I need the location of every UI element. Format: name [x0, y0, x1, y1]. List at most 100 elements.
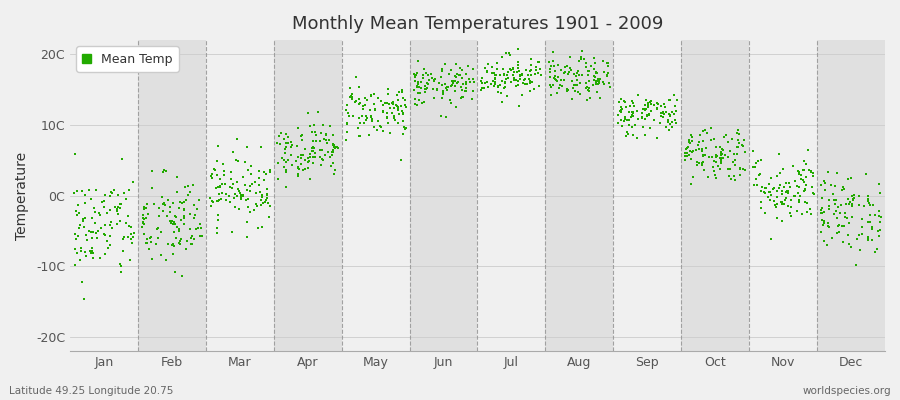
Point [517, 80, 531, 86]
Point [260, 186, 274, 192]
Point [777, 200, 791, 207]
Point [626, 113, 640, 120]
Point [635, 106, 650, 112]
Point [588, 74, 602, 80]
Point [438, 81, 453, 88]
Point [153, 251, 167, 258]
Point [202, 195, 217, 201]
Point [518, 81, 532, 88]
Point [387, 113, 401, 119]
Point [374, 98, 389, 104]
Point [163, 218, 177, 225]
Point [183, 210, 197, 217]
Point [836, 184, 850, 190]
Point [860, 219, 875, 225]
Point [71, 233, 86, 239]
Point [257, 169, 272, 175]
Point [613, 108, 627, 114]
Point [425, 75, 439, 81]
Point [573, 80, 588, 86]
Point [583, 94, 598, 101]
Point [792, 197, 806, 204]
Point [635, 114, 650, 121]
Point [518, 66, 533, 73]
Point [773, 182, 788, 188]
Point [806, 170, 820, 176]
Point [715, 150, 729, 157]
Point [117, 190, 131, 196]
Point [488, 76, 502, 82]
Point [408, 100, 422, 107]
Point [749, 176, 763, 182]
Point [410, 70, 425, 77]
Point [315, 122, 329, 128]
Point [642, 112, 656, 119]
Point [279, 159, 293, 165]
Point [563, 65, 578, 71]
Point [97, 251, 112, 257]
Point [777, 184, 791, 190]
Point [731, 127, 745, 134]
Point [317, 136, 331, 143]
Point [521, 76, 535, 82]
Point [486, 78, 500, 84]
Point [638, 132, 652, 138]
Point [720, 138, 734, 145]
Point [103, 222, 117, 228]
Point [706, 158, 721, 164]
Point [788, 178, 802, 184]
Point [845, 214, 859, 220]
Point [447, 78, 462, 84]
Point [798, 186, 813, 192]
Point [528, 64, 543, 70]
Point [796, 177, 810, 183]
Point [257, 198, 272, 205]
Point [135, 223, 149, 230]
Point [784, 212, 798, 219]
Point [637, 102, 652, 109]
Point [399, 104, 413, 110]
Point [563, 54, 578, 60]
Point [149, 226, 164, 232]
Point [298, 146, 312, 152]
Point [830, 230, 844, 236]
Point [136, 220, 150, 226]
Point [437, 61, 452, 67]
Point [424, 70, 438, 77]
Point [321, 136, 336, 143]
Point [454, 75, 469, 82]
Point [589, 78, 603, 85]
Point [422, 77, 436, 84]
Point [650, 105, 664, 111]
Point [321, 149, 336, 156]
Point [71, 210, 86, 216]
Point [680, 153, 695, 159]
Point [156, 208, 170, 214]
Point [768, 185, 782, 192]
Point [137, 204, 151, 210]
Point [184, 241, 199, 247]
Point [398, 102, 412, 108]
Point [857, 203, 871, 210]
Point [410, 83, 424, 90]
Point [421, 81, 436, 87]
Point [872, 233, 886, 239]
Point [862, 200, 877, 206]
Point [186, 182, 201, 188]
Point [750, 182, 764, 188]
Point [343, 93, 357, 100]
Point [843, 174, 858, 181]
Point [236, 174, 250, 180]
Point [668, 117, 682, 123]
Point [368, 106, 382, 112]
Point [492, 71, 507, 78]
Point [770, 194, 785, 200]
Point [238, 182, 252, 188]
Point [714, 152, 728, 158]
Point [698, 145, 713, 151]
Point [716, 154, 731, 161]
Point [708, 175, 723, 181]
Point [450, 79, 464, 86]
Y-axis label: Temperature: Temperature [15, 152, 29, 240]
Point [319, 136, 333, 143]
